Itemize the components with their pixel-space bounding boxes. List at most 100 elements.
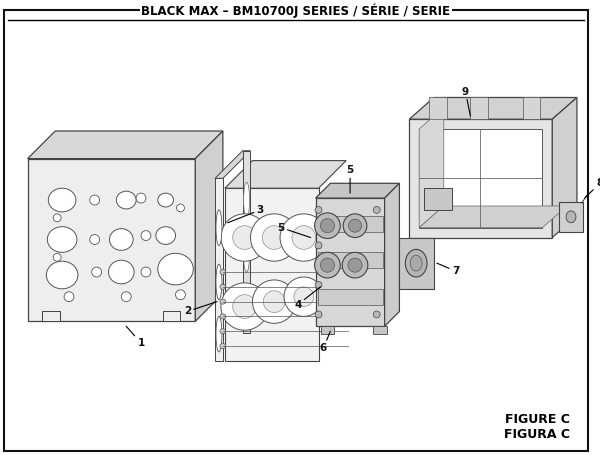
Ellipse shape	[566, 211, 576, 223]
Ellipse shape	[158, 253, 193, 285]
Ellipse shape	[263, 291, 285, 313]
Text: 9: 9	[462, 86, 470, 116]
Ellipse shape	[292, 226, 316, 249]
Circle shape	[343, 214, 367, 238]
Circle shape	[176, 290, 185, 300]
Circle shape	[90, 195, 100, 205]
Ellipse shape	[253, 280, 296, 324]
Ellipse shape	[109, 229, 133, 250]
Ellipse shape	[216, 264, 222, 300]
Ellipse shape	[373, 207, 380, 213]
Polygon shape	[195, 131, 223, 321]
Polygon shape	[316, 198, 385, 326]
Ellipse shape	[262, 226, 286, 249]
Ellipse shape	[220, 314, 226, 319]
Ellipse shape	[216, 316, 222, 352]
Ellipse shape	[221, 214, 268, 261]
Circle shape	[349, 219, 362, 232]
Text: 5: 5	[277, 222, 311, 238]
Ellipse shape	[216, 210, 222, 245]
Polygon shape	[316, 183, 400, 198]
Ellipse shape	[250, 214, 298, 261]
Circle shape	[64, 292, 74, 302]
Ellipse shape	[49, 188, 76, 212]
Circle shape	[141, 231, 151, 241]
Ellipse shape	[410, 255, 422, 271]
Circle shape	[53, 253, 61, 261]
FancyBboxPatch shape	[559, 202, 583, 232]
Ellipse shape	[315, 242, 322, 249]
Polygon shape	[225, 161, 346, 188]
Bar	[470, 97, 488, 119]
Ellipse shape	[244, 289, 250, 324]
Text: 8: 8	[585, 178, 600, 198]
Ellipse shape	[221, 283, 268, 330]
Text: 5: 5	[346, 166, 354, 193]
Text: 2: 2	[184, 302, 217, 317]
Ellipse shape	[280, 214, 328, 261]
Ellipse shape	[220, 329, 226, 334]
Ellipse shape	[158, 193, 173, 207]
Circle shape	[320, 258, 334, 272]
Polygon shape	[28, 131, 223, 159]
Ellipse shape	[220, 284, 226, 289]
FancyBboxPatch shape	[424, 188, 452, 210]
Bar	[317, 253, 383, 268]
Polygon shape	[419, 107, 444, 228]
Polygon shape	[385, 183, 400, 326]
Circle shape	[136, 193, 146, 203]
Polygon shape	[409, 119, 552, 238]
Polygon shape	[28, 159, 195, 321]
Ellipse shape	[47, 227, 77, 253]
Ellipse shape	[244, 237, 250, 272]
Ellipse shape	[156, 227, 176, 244]
Polygon shape	[225, 188, 319, 361]
Ellipse shape	[244, 182, 250, 218]
Ellipse shape	[46, 261, 78, 289]
Text: 7: 7	[437, 263, 460, 276]
Bar	[317, 216, 383, 232]
Ellipse shape	[315, 311, 322, 318]
Polygon shape	[215, 178, 223, 361]
Polygon shape	[242, 151, 250, 333]
Bar	[320, 326, 334, 334]
Ellipse shape	[220, 269, 226, 274]
Polygon shape	[419, 129, 542, 228]
Circle shape	[314, 213, 340, 238]
Circle shape	[176, 204, 184, 212]
Ellipse shape	[315, 281, 322, 288]
Circle shape	[90, 235, 100, 244]
Text: 1: 1	[126, 326, 145, 348]
Polygon shape	[419, 206, 567, 228]
Polygon shape	[215, 151, 250, 178]
FancyBboxPatch shape	[4, 10, 588, 450]
Ellipse shape	[233, 295, 256, 318]
Ellipse shape	[116, 191, 136, 209]
Polygon shape	[400, 238, 434, 289]
Polygon shape	[43, 312, 60, 321]
Text: FIGURA C: FIGURA C	[504, 428, 570, 441]
Text: 4: 4	[294, 287, 320, 309]
Ellipse shape	[315, 207, 322, 213]
Polygon shape	[163, 312, 181, 321]
Ellipse shape	[373, 311, 380, 318]
Bar	[317, 289, 383, 304]
Circle shape	[314, 253, 340, 278]
Ellipse shape	[220, 344, 226, 349]
Polygon shape	[409, 97, 577, 119]
Text: 6: 6	[320, 331, 331, 353]
Polygon shape	[552, 97, 577, 238]
Circle shape	[342, 253, 368, 278]
Circle shape	[53, 214, 61, 222]
Ellipse shape	[406, 249, 427, 277]
Circle shape	[348, 258, 362, 272]
Bar	[429, 97, 447, 119]
Circle shape	[320, 219, 334, 233]
Text: BLACK MAX – BM10700J SERIES / SÉRIE / SERIE: BLACK MAX – BM10700J SERIES / SÉRIE / SE…	[142, 3, 451, 18]
Ellipse shape	[233, 226, 256, 249]
Text: FIGURE C: FIGURE C	[505, 414, 570, 426]
Text: 3: 3	[228, 205, 264, 223]
Circle shape	[92, 267, 101, 277]
Circle shape	[141, 267, 151, 277]
Ellipse shape	[220, 299, 226, 304]
